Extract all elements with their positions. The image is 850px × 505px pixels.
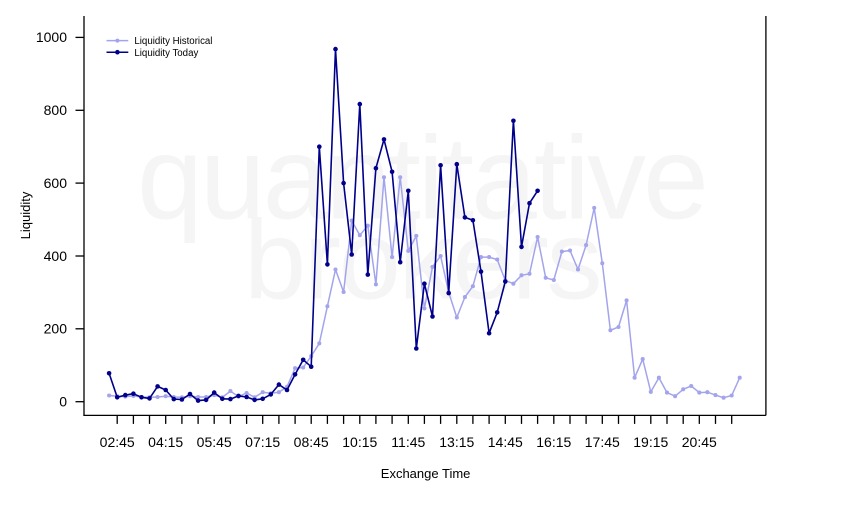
svg-text:17:45: 17:45: [585, 434, 620, 450]
svg-text:14:45: 14:45: [488, 434, 523, 450]
svg-text:Liquidity: Liquidity: [18, 191, 33, 239]
svg-text:0: 0: [59, 394, 67, 410]
svg-text:1000: 1000: [36, 29, 67, 45]
svg-text:02:45: 02:45: [100, 434, 135, 450]
svg-text:20:45: 20:45: [682, 434, 717, 450]
svg-text:Liquidity Historical: Liquidity Historical: [134, 36, 212, 47]
svg-text:800: 800: [44, 102, 68, 118]
svg-text:07:15: 07:15: [245, 434, 280, 450]
svg-text:16:15: 16:15: [536, 434, 571, 450]
svg-text:Liquidity Today: Liquidity Today: [134, 48, 198, 59]
svg-text:Exchange Time: Exchange Time: [381, 466, 471, 481]
svg-text:200: 200: [44, 321, 68, 337]
svg-text:600: 600: [44, 175, 68, 191]
svg-text:11:45: 11:45: [391, 434, 425, 450]
svg-text:05:45: 05:45: [197, 434, 232, 450]
svg-text:19:15: 19:15: [633, 434, 668, 450]
svg-text:08:45: 08:45: [294, 434, 329, 450]
svg-text:10:15: 10:15: [342, 434, 377, 450]
svg-text:13:15: 13:15: [439, 434, 474, 450]
svg-text:04:15: 04:15: [148, 434, 183, 450]
svg-text:400: 400: [44, 248, 68, 264]
svg-text:quantitative: quantitative: [137, 113, 706, 245]
